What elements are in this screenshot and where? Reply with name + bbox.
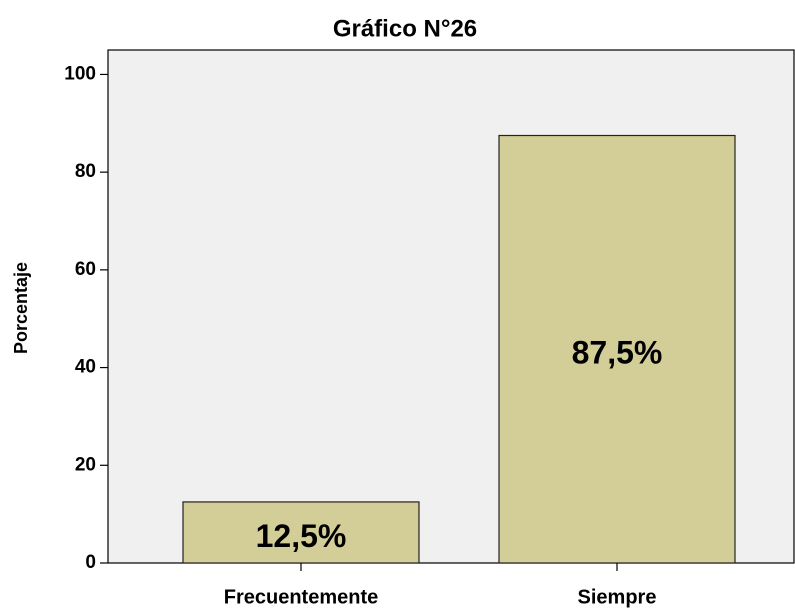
- y-tick-label: 100: [64, 63, 96, 84]
- bar: [182, 501, 420, 564]
- bar: [498, 134, 736, 564]
- y-tick-label: 0: [85, 552, 96, 573]
- y-tick-label: 40: [75, 357, 96, 378]
- value-label: 87,5%: [572, 335, 663, 371]
- y-tick-label: 80: [75, 161, 96, 182]
- x-tick-label: Frecuentemente: [224, 586, 379, 608]
- y-tick-label: 20: [75, 454, 96, 475]
- y-tick-label: 60: [75, 259, 96, 280]
- x-tick-label: Siempre: [578, 586, 657, 608]
- value-label: 12,5%: [256, 518, 347, 554]
- chart-title: Gráfico N°26: [333, 15, 477, 42]
- y-axis-label: Porcentaje: [11, 262, 31, 354]
